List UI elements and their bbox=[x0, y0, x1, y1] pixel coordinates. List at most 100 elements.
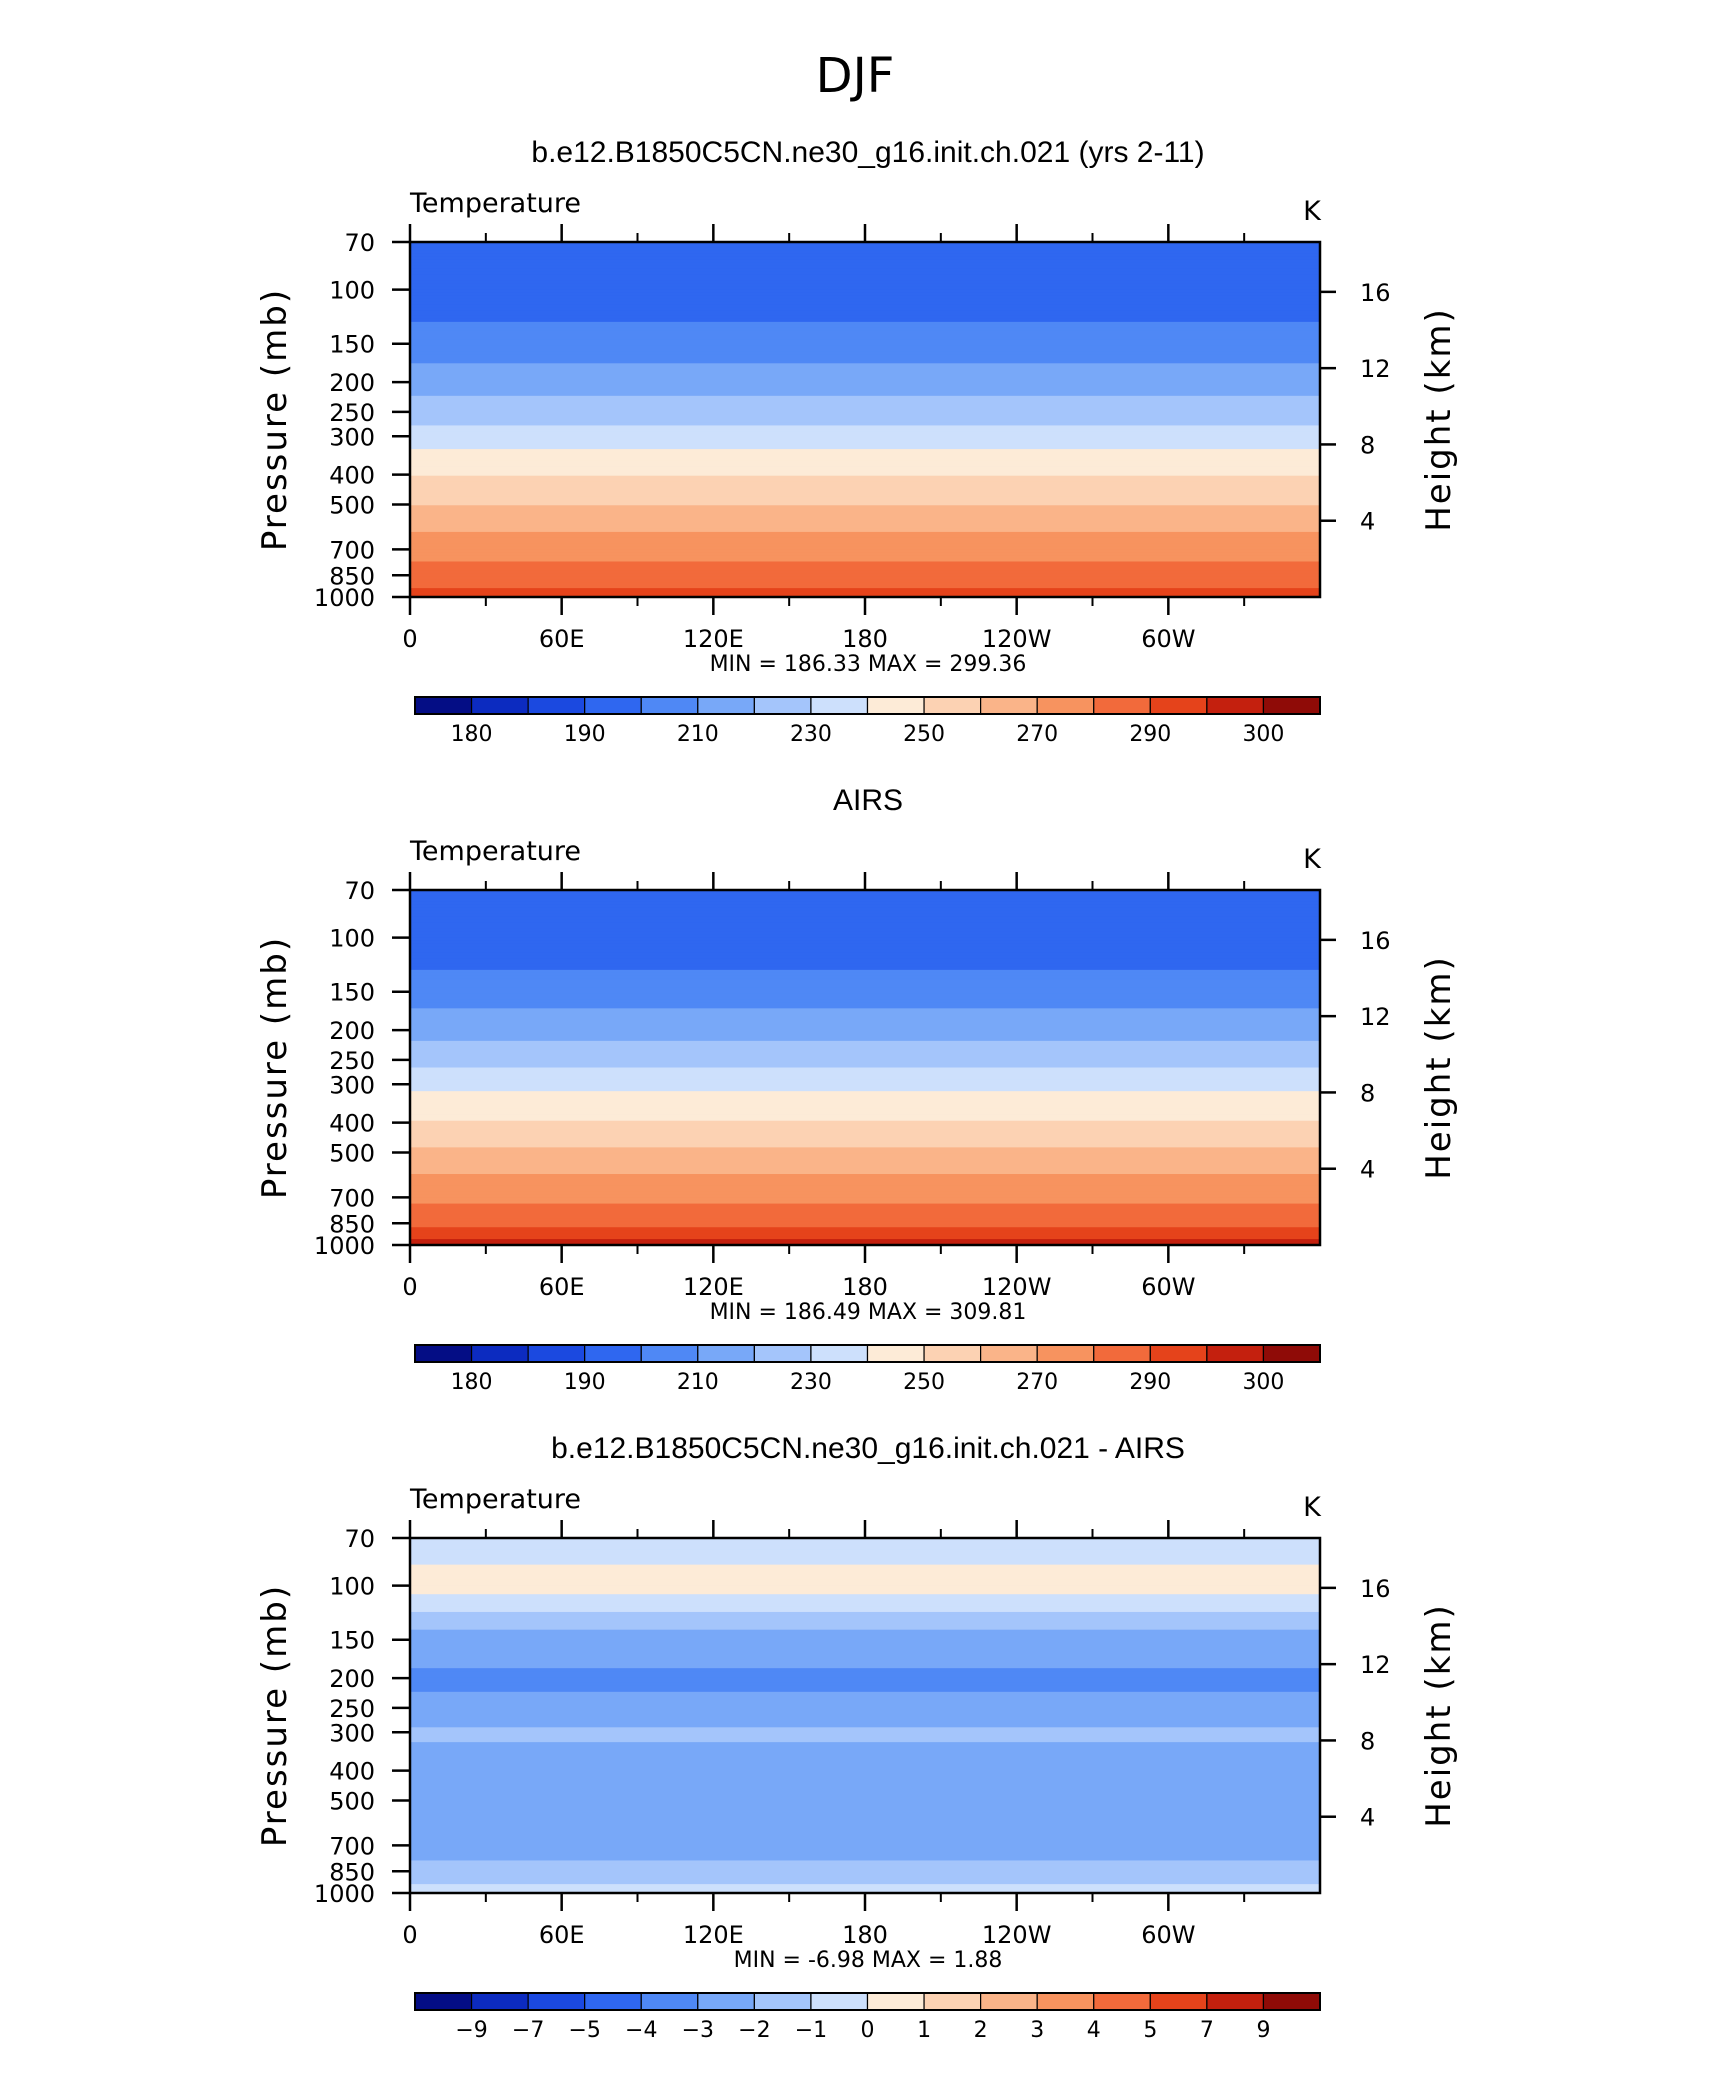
contour-band bbox=[410, 1860, 1320, 1865]
contour-band bbox=[410, 1872, 1320, 1876]
contour-band bbox=[410, 588, 1320, 592]
contour-band bbox=[410, 1538, 1320, 1542]
contour-band bbox=[410, 1123, 1320, 1128]
y-axis-title: Pressure (mb) bbox=[255, 288, 295, 551]
contour-band bbox=[410, 280, 1320, 285]
panels: b.e12.B1850C5CN.ne30_g16.init.ch.021 (yr… bbox=[255, 136, 1459, 2043]
pressure-tick-label: 300 bbox=[329, 423, 375, 451]
colorbar-label: 0 bbox=[861, 2018, 875, 2043]
contour-band bbox=[410, 961, 1320, 965]
pressure-tick-label: 300 bbox=[329, 1719, 375, 1747]
contour-band bbox=[410, 1662, 1320, 1666]
contour-band bbox=[410, 1677, 1320, 1681]
colorbar-box bbox=[697, 1344, 755, 1363]
pressure-tick-label: 850 bbox=[329, 562, 375, 590]
colorbar-box bbox=[810, 1992, 869, 2011]
contour-band bbox=[410, 484, 1320, 489]
contour-band bbox=[410, 428, 1320, 432]
contour-band bbox=[410, 1014, 1320, 1018]
contour-band bbox=[410, 1620, 1320, 1625]
contour-band bbox=[410, 978, 1320, 983]
contour-band bbox=[410, 1786, 1320, 1791]
colorbar-box bbox=[697, 696, 755, 715]
colorbar-box bbox=[1036, 696, 1095, 715]
contour-band bbox=[410, 265, 1320, 270]
contour-band bbox=[410, 1209, 1320, 1214]
stats-max: 299.36 bbox=[942, 652, 1026, 677]
contour-band bbox=[410, 514, 1320, 518]
contour-band bbox=[410, 1138, 1320, 1143]
colorbar-label: 4 bbox=[1087, 2018, 1101, 2043]
pressure-tick-label: 200 bbox=[329, 1665, 375, 1693]
contour-band bbox=[410, 1626, 1320, 1631]
colorbar-box bbox=[1093, 696, 1151, 715]
contour-band bbox=[410, 1094, 1320, 1098]
colorbar: 180 190 210 230 250 270 290 300 bbox=[414, 1344, 1321, 1395]
contour-band bbox=[410, 949, 1320, 953]
contour-band bbox=[410, 1789, 1320, 1794]
contour-band bbox=[410, 1552, 1320, 1557]
colorbar-box bbox=[866, 1344, 925, 1363]
colorbar-box bbox=[866, 696, 925, 715]
contour-band bbox=[410, 517, 1320, 521]
contour-band bbox=[410, 1159, 1320, 1163]
contour-band bbox=[410, 1156, 1320, 1160]
colorbar-box bbox=[1036, 1992, 1095, 2011]
colorbar-box bbox=[1093, 1344, 1151, 1363]
contour-band bbox=[410, 1097, 1320, 1101]
contour-band bbox=[410, 996, 1320, 1001]
contour-band bbox=[410, 1120, 1320, 1125]
x-tick-label: 180 bbox=[842, 1273, 888, 1301]
contour-band bbox=[410, 958, 1320, 962]
colorbar: 180 190 210 230 250 270 290 300 bbox=[414, 696, 1321, 747]
x-tick-label: 180 bbox=[842, 1921, 888, 1949]
contour-band bbox=[410, 1827, 1320, 1832]
contour-band bbox=[410, 1233, 1320, 1237]
colorbar-box bbox=[1036, 1344, 1095, 1363]
colorbar-box bbox=[980, 1992, 1038, 2011]
colorbar-label: 290 bbox=[1129, 722, 1171, 747]
contour-band bbox=[410, 1751, 1320, 1755]
contour-band bbox=[410, 354, 1320, 358]
contour-band bbox=[410, 1694, 1320, 1699]
contour-band bbox=[410, 1221, 1320, 1225]
contour-band bbox=[410, 1721, 1320, 1725]
height-tick-label: 4 bbox=[1360, 508, 1375, 536]
contour-band bbox=[410, 360, 1320, 364]
pressure-tick-label: 1000 bbox=[314, 1880, 375, 1908]
contour-band bbox=[410, 1780, 1320, 1785]
x-tick-label: 120W bbox=[982, 1273, 1052, 1301]
contour-band bbox=[410, 363, 1320, 367]
contour-band bbox=[410, 1573, 1320, 1578]
colorbar-box bbox=[697, 1992, 755, 2011]
contour-band bbox=[410, 307, 1320, 311]
x-tick-label: 120E bbox=[683, 1273, 744, 1301]
contour-band bbox=[410, 966, 1320, 971]
colorbar-label: 190 bbox=[564, 1370, 606, 1395]
contour-band bbox=[410, 469, 1320, 474]
colorbar-box bbox=[1206, 1992, 1265, 2011]
variable-label: Temperature bbox=[409, 188, 581, 219]
contour-band bbox=[410, 271, 1320, 276]
colorbar-frame bbox=[414, 1992, 1321, 2011]
contour-band bbox=[410, 1055, 1320, 1060]
contour-band bbox=[410, 345, 1320, 350]
contour-band bbox=[410, 1236, 1320, 1240]
contour-band bbox=[410, 496, 1320, 500]
contour-band bbox=[410, 1037, 1320, 1042]
contour-band bbox=[410, 313, 1320, 317]
contour-band bbox=[410, 1185, 1320, 1190]
x-tick-label: 60E bbox=[539, 625, 585, 653]
contour-band bbox=[410, 919, 1320, 924]
contour-band bbox=[410, 528, 1320, 533]
contour-band bbox=[410, 490, 1320, 495]
contour-band bbox=[410, 1026, 1320, 1030]
colorbar-label: 270 bbox=[1016, 1370, 1058, 1395]
contour-band bbox=[410, 1756, 1320, 1761]
pressure-tick-label: 700 bbox=[329, 1184, 375, 1212]
contour-band bbox=[410, 1833, 1320, 1838]
x-tick-label: 180 bbox=[842, 625, 888, 653]
colorbar-label: 230 bbox=[790, 1370, 832, 1395]
contour-band bbox=[410, 1700, 1320, 1705]
contour-band bbox=[410, 892, 1320, 897]
